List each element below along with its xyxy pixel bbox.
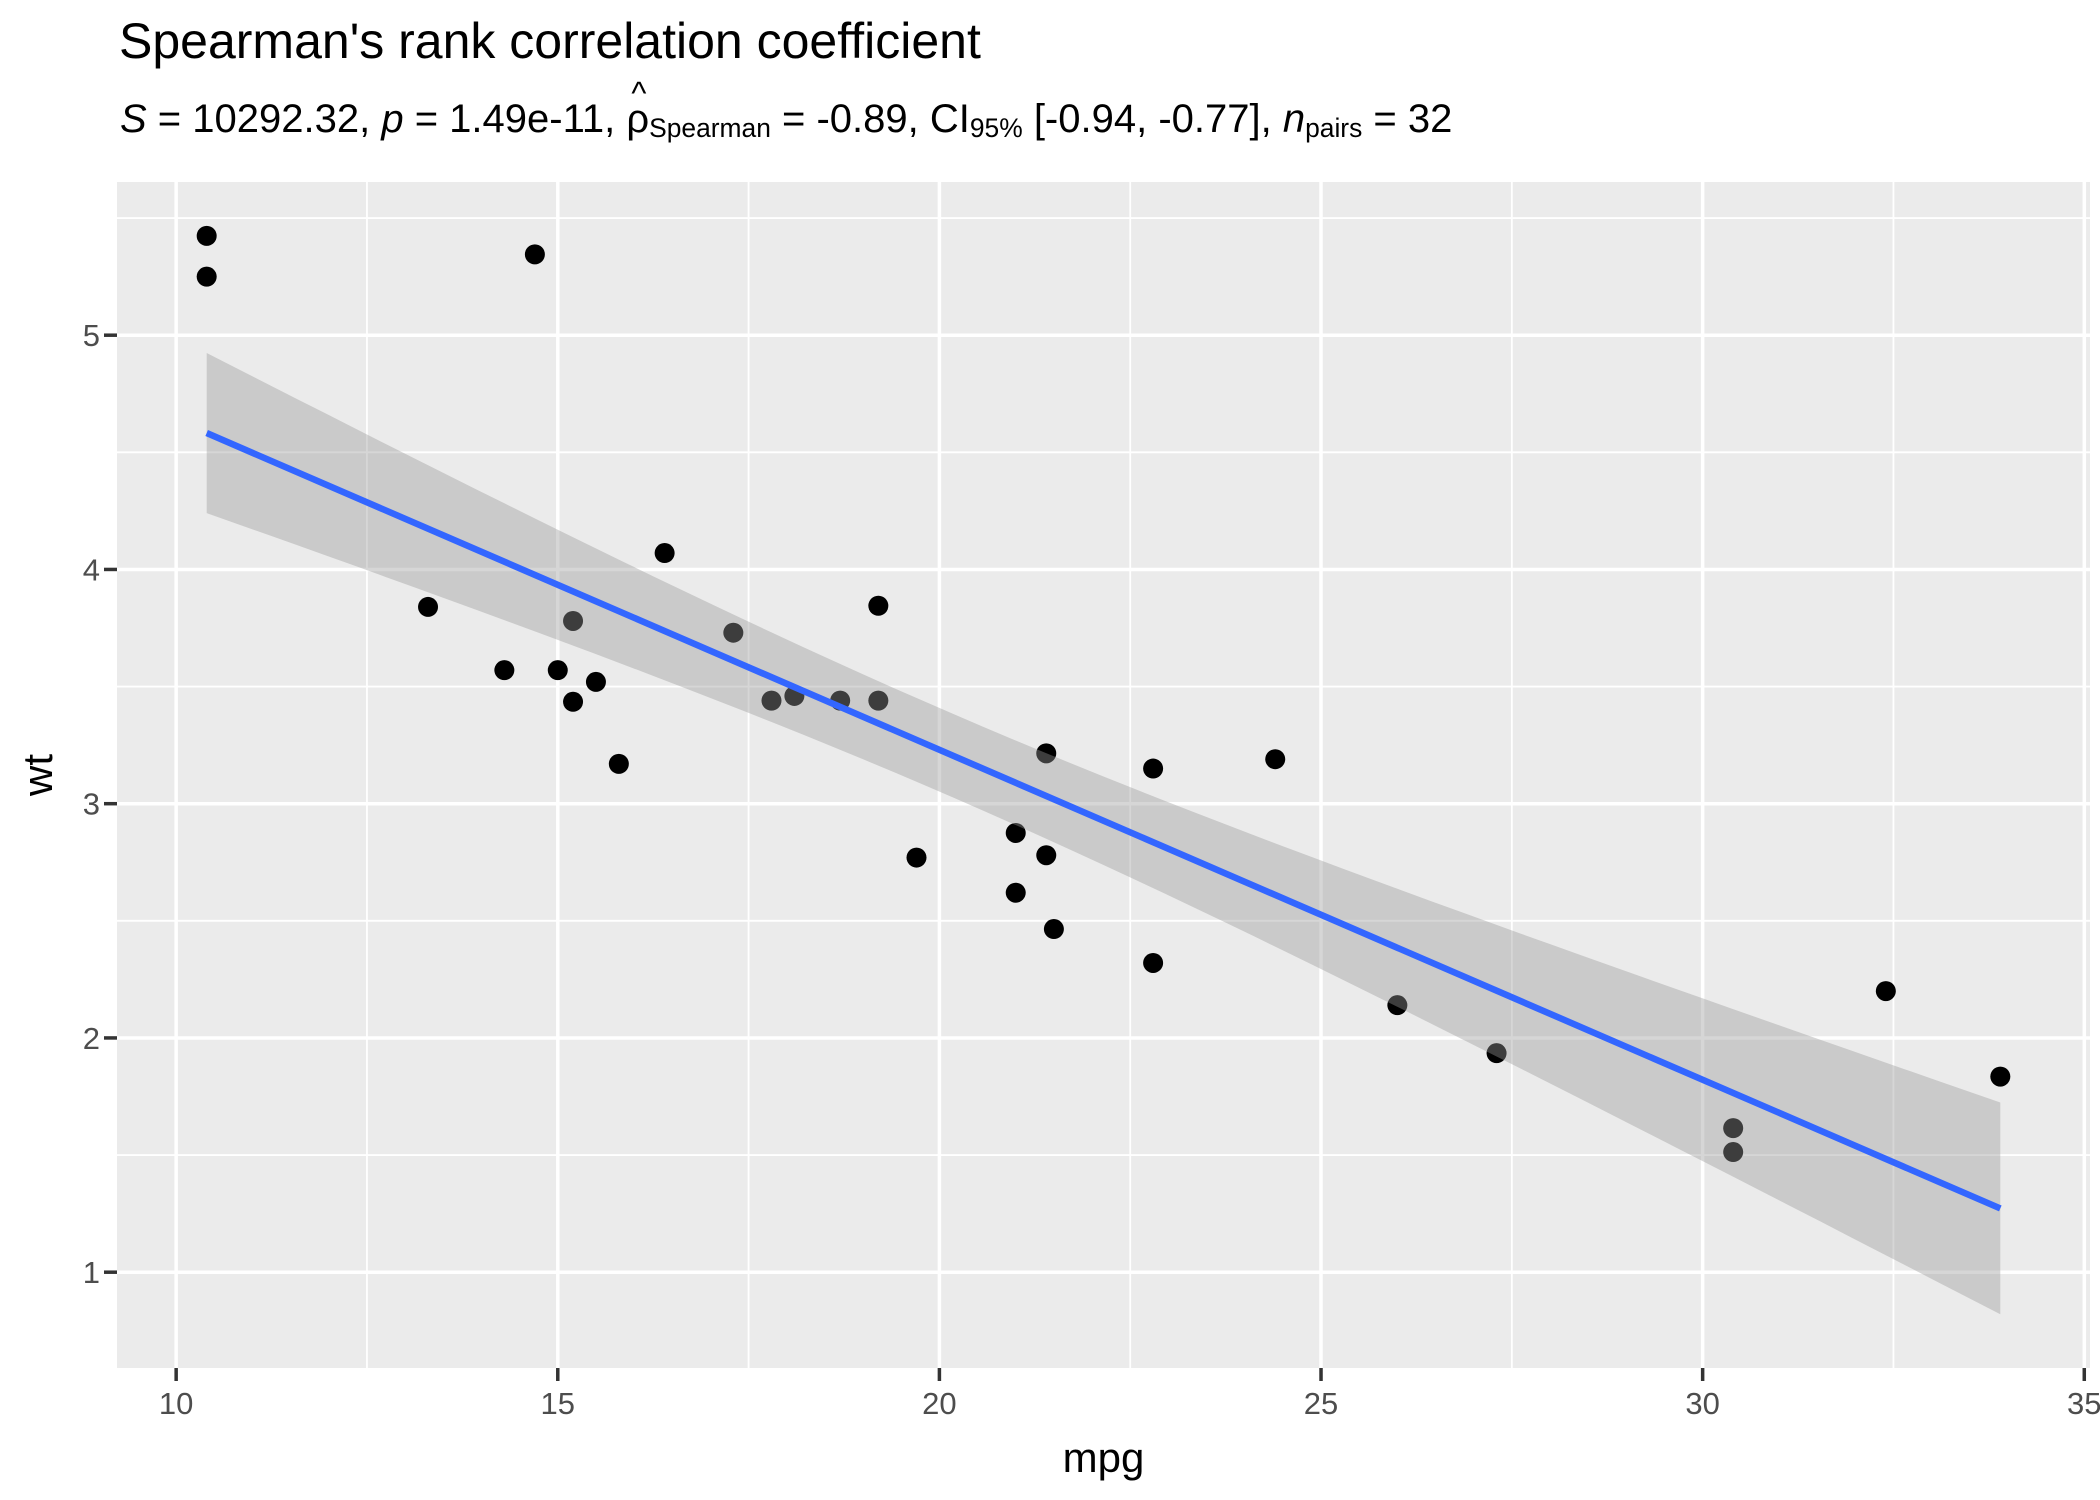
y-tick-label: 3 <box>83 787 100 822</box>
x-tick-label: 30 <box>1685 1386 1719 1421</box>
data-point <box>761 690 782 711</box>
data-point <box>547 660 568 681</box>
data-point <box>196 225 217 246</box>
data-point <box>868 690 889 711</box>
subtitle-segment: = 1.49e-11, <box>403 97 627 141</box>
data-point <box>1036 743 1057 764</box>
data-point <box>585 671 606 692</box>
subtitle-segment: Spearman <box>649 113 771 144</box>
data-point <box>1723 1118 1744 1139</box>
subtitle-segment: n <box>1282 97 1306 141</box>
subtitle-segment: = 10292.32, <box>146 97 382 141</box>
data-point <box>196 266 217 287</box>
data-point <box>1036 845 1057 866</box>
data-point <box>1723 1142 1744 1163</box>
data-point <box>654 543 675 564</box>
data-point <box>563 691 584 712</box>
data-point <box>1005 822 1026 843</box>
data-point <box>1387 995 1408 1016</box>
y-tick-label: 4 <box>83 552 100 587</box>
data-point <box>418 596 439 617</box>
regression-line <box>205 430 2002 1212</box>
data-point <box>608 753 629 774</box>
subtitle-segment: ^ ρ <box>626 75 650 141</box>
subtitle-segment: = -0.89, CI <box>770 97 970 141</box>
data-point <box>1005 882 1026 903</box>
data-point <box>906 847 927 868</box>
hat-accent: ^ <box>631 75 647 112</box>
chart-title: Spearman's rank correlation coefficient <box>119 13 981 69</box>
confidence-band <box>206 353 2001 1315</box>
y-tick-label: 1 <box>83 1255 100 1290</box>
subtitle-segment: 95% <box>969 113 1023 144</box>
data-point <box>1990 1066 2011 1087</box>
x-tick-label: 20 <box>922 1386 956 1421</box>
subtitle-segment: p <box>381 97 404 141</box>
data-point <box>1875 981 1896 1002</box>
data-point <box>868 595 889 616</box>
x-axis-title: mpg <box>1062 1434 1145 1481</box>
panel-background <box>117 182 2090 1368</box>
subtitle-segment: = 32 <box>1362 97 1453 141</box>
subtitle-segment: S <box>120 97 147 141</box>
x-tick-label: 25 <box>1304 1386 1338 1421</box>
subtitle-segment: pairs <box>1305 113 1363 144</box>
x-tick-label: 35 <box>2067 1386 2100 1421</box>
y-tick-label: 5 <box>83 318 100 353</box>
data-point <box>1265 749 1286 770</box>
data-point <box>1143 758 1164 779</box>
data-point <box>1486 1043 1507 1064</box>
x-tick-label: 15 <box>541 1386 575 1421</box>
data-point <box>1043 919 1064 940</box>
data-point <box>723 622 744 643</box>
x-tick-label: 10 <box>159 1386 193 1421</box>
y-axis-title: wt <box>14 754 61 796</box>
data-point <box>563 610 584 631</box>
subtitle-segment: [-0.94, -0.77], <box>1022 97 1283 141</box>
data-point <box>494 660 515 681</box>
y-tick-label: 2 <box>83 1021 100 1056</box>
data-point <box>524 244 545 265</box>
chart-subtitle: S = 10292.32, p = 1.49e-11, ^ ρSpearman =… <box>120 75 1453 144</box>
data-point <box>1143 952 1164 973</box>
